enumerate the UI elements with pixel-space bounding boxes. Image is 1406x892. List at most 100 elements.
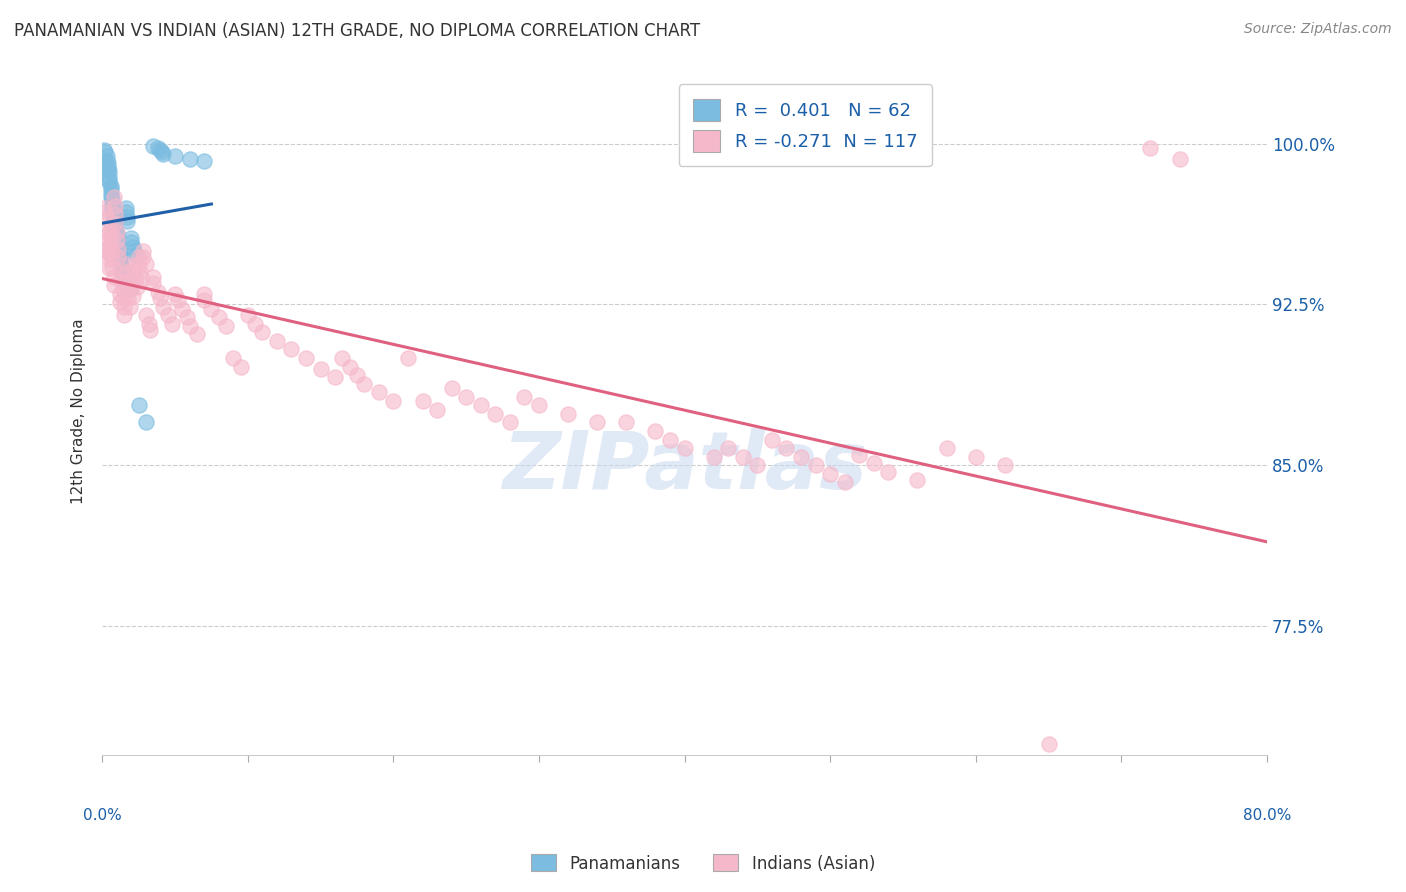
Point xyxy=(117,276,139,290)
Point xyxy=(100,181,122,195)
Point xyxy=(112,271,135,285)
Point xyxy=(117,282,139,296)
Text: 80.0%: 80.0% xyxy=(1243,808,1291,823)
Point xyxy=(105,233,128,247)
Text: ZIPatlas: ZIPatlas xyxy=(502,427,868,506)
Point xyxy=(346,368,368,383)
Text: PANAMANIAN VS INDIAN (ASIAN) 12TH GRADE, NO DIPLOMA CORRELATION CHART: PANAMANIAN VS INDIAN (ASIAN) 12TH GRADE,… xyxy=(14,22,700,40)
Point xyxy=(107,239,129,253)
Point xyxy=(411,393,433,408)
Point xyxy=(135,257,157,271)
Point xyxy=(156,308,179,322)
Point xyxy=(108,252,131,267)
Legend: R =  0.401   N = 62, R = -0.271  N = 117: R = 0.401 N = 62, R = -0.271 N = 117 xyxy=(679,85,932,167)
Point xyxy=(98,173,121,187)
Point xyxy=(96,153,118,168)
Point xyxy=(100,237,122,252)
Point xyxy=(98,164,121,178)
Point xyxy=(112,269,135,284)
Point xyxy=(193,153,215,168)
Point xyxy=(935,441,957,455)
Point xyxy=(1168,152,1191,166)
Point xyxy=(100,179,122,194)
Point xyxy=(222,351,245,365)
Point xyxy=(513,390,536,404)
Point xyxy=(108,250,131,264)
Point xyxy=(111,291,134,305)
Point xyxy=(98,169,121,183)
Point xyxy=(121,239,143,253)
Point xyxy=(104,207,127,221)
Point xyxy=(150,145,173,160)
Point xyxy=(94,205,117,219)
Point xyxy=(484,407,506,421)
Point xyxy=(128,257,150,271)
Point xyxy=(97,162,120,177)
Point xyxy=(193,286,215,301)
Point xyxy=(115,210,138,224)
Point xyxy=(94,145,117,160)
Point xyxy=(105,228,128,243)
Point xyxy=(353,376,375,391)
Point xyxy=(93,143,115,157)
Point xyxy=(160,317,183,331)
Point xyxy=(731,450,754,464)
Point xyxy=(103,205,125,219)
Point xyxy=(121,289,143,303)
Point xyxy=(104,222,127,236)
Point xyxy=(120,231,142,245)
Point xyxy=(907,473,929,487)
Point xyxy=(117,280,139,294)
Point xyxy=(179,318,201,333)
Point xyxy=(834,475,856,490)
Point xyxy=(1139,141,1161,155)
Point xyxy=(114,257,136,271)
Point xyxy=(167,293,190,307)
Point xyxy=(252,326,274,340)
Point xyxy=(243,317,266,331)
Point xyxy=(104,199,127,213)
Point xyxy=(114,265,136,279)
Point xyxy=(703,450,725,464)
Point xyxy=(105,225,128,239)
Point xyxy=(100,228,122,243)
Point xyxy=(111,265,134,279)
Point xyxy=(128,398,150,412)
Point xyxy=(236,308,259,322)
Point xyxy=(139,323,162,337)
Point xyxy=(557,407,579,421)
Point xyxy=(110,259,132,273)
Point xyxy=(94,244,117,258)
Point xyxy=(309,361,332,376)
Point xyxy=(125,271,148,285)
Point xyxy=(367,385,389,400)
Point xyxy=(818,467,841,481)
Point xyxy=(163,286,186,301)
Point xyxy=(426,402,449,417)
Point xyxy=(965,450,987,464)
Point xyxy=(215,318,238,333)
Point xyxy=(659,433,682,447)
Point xyxy=(848,448,870,462)
Point xyxy=(128,250,150,264)
Text: Source: ZipAtlas.com: Source: ZipAtlas.com xyxy=(1244,22,1392,37)
Point xyxy=(644,424,666,438)
Point xyxy=(163,149,186,163)
Point xyxy=(111,263,134,277)
Point xyxy=(107,244,129,258)
Point xyxy=(135,416,157,430)
Point xyxy=(105,233,128,247)
Point xyxy=(586,416,609,430)
Point xyxy=(229,359,252,374)
Point xyxy=(112,308,135,322)
Point xyxy=(115,214,138,228)
Point xyxy=(382,393,405,408)
Point xyxy=(149,291,172,305)
Point xyxy=(98,252,121,267)
Point xyxy=(146,141,169,155)
Point xyxy=(97,239,120,253)
Point xyxy=(200,301,222,316)
Point xyxy=(107,235,129,250)
Point xyxy=(747,458,769,473)
Point xyxy=(614,416,637,430)
